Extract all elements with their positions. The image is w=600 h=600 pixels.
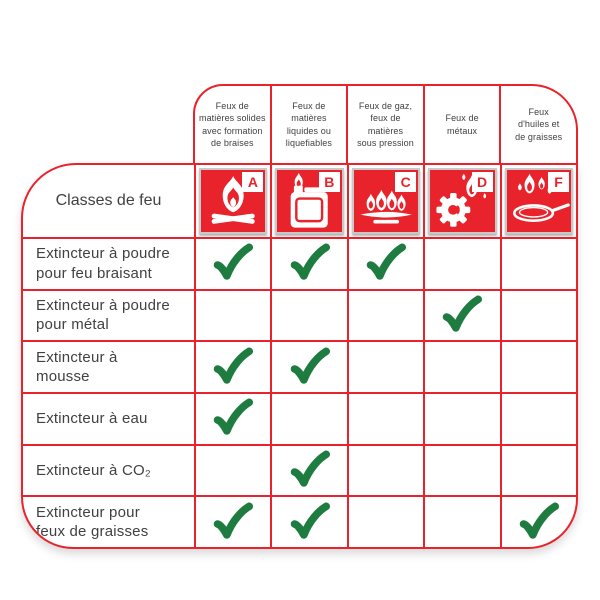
class-header-c: Feux de gaz, feux de matières sous press… <box>348 86 423 163</box>
check-cell-row1-b <box>272 239 347 289</box>
corner-cell: Classes de feu <box>23 165 194 237</box>
class-description: Feux de matières solides avec formation … <box>198 101 266 148</box>
extinguisher-name: Extincteur à eau <box>36 410 148 428</box>
class-letter-badge: A <box>242 172 264 192</box>
class-letter-badge: B <box>318 172 340 192</box>
class-description: Feux d'huiles et de graisses <box>515 107 563 142</box>
check-cell-row3-c <box>348 342 424 392</box>
frying-pan-icon <box>512 173 570 223</box>
row-label: Extincteur à poudre pour métal <box>23 290 194 341</box>
check-cell-row5-f <box>501 445 576 496</box>
check-cell-row6-a <box>196 497 271 547</box>
class-cell-d: D <box>425 165 500 237</box>
check-cell-row6-f <box>501 497 576 547</box>
check-cell-row6-c <box>348 497 424 547</box>
check-cell-row2-d <box>425 290 500 341</box>
check-cell-row3-b <box>272 342 347 392</box>
green-check-icon <box>290 502 330 539</box>
check-cell-row4-f <box>501 394 576 444</box>
green-check-icon <box>213 347 254 384</box>
class-header-d: Feux de métaux <box>424 86 500 163</box>
class-description: Feux de métaux <box>445 113 479 136</box>
extinguisher-name: Extincteur pour feux de graisses <box>36 503 149 541</box>
row-label: Extincteur à eau <box>23 394 194 444</box>
green-check-icon <box>213 243 254 281</box>
class-pictogram-d: D <box>428 168 497 234</box>
header-row: Feux de matières solides avec formation … <box>193 84 578 165</box>
check-cell-row4-b <box>272 394 347 444</box>
check-cell-row2-f <box>501 290 576 341</box>
class-cell-a: A <box>196 165 271 237</box>
corner-label: Classes de feu <box>55 192 162 209</box>
check-cell-row5-d <box>425 445 500 496</box>
green-check-icon <box>290 450 330 487</box>
class-cell-b: B <box>272 165 347 237</box>
gas-burner-icon <box>360 189 412 224</box>
check-cell-row1-a <box>196 239 271 289</box>
campfire-icon <box>211 176 255 224</box>
row-label: Extincteur à mousse <box>23 342 194 392</box>
green-check-icon <box>290 243 330 281</box>
check-cell-row5-b <box>272 445 347 496</box>
check-cell-row5-c <box>348 445 424 496</box>
green-check-icon <box>290 347 330 384</box>
check-cell-row1-d <box>425 239 500 289</box>
check-cell-row6-b <box>272 497 347 547</box>
extinguisher-name: Extincteur à mousse <box>36 348 118 386</box>
gear-fire-icon <box>436 173 487 227</box>
class-description: Feux de matières liquides ou liquefiable… <box>285 101 332 148</box>
check-cell-row2-a <box>196 290 271 341</box>
class-letter-badge: D <box>471 172 493 192</box>
class-description: Feux de gaz, feux de matières sous press… <box>357 101 414 148</box>
check-cell-row6-d <box>425 497 500 547</box>
check-cell-row1-f <box>501 239 576 289</box>
class-pictogram-b: B <box>275 168 344 234</box>
class-pictogram-c: C <box>351 168 421 234</box>
green-check-icon <box>213 502 254 539</box>
class-cell-c: C <box>348 165 424 237</box>
row-label: Extincteur pour feux de graisses <box>23 497 194 547</box>
class-header-f: Feux d'huiles et de graisses <box>501 86 576 163</box>
extinguisher-name: Extincteur à CO₂ <box>36 461 151 479</box>
check-cell-row1-c <box>348 239 424 289</box>
class-header-a: Feux de matières solides avec formation … <box>195 86 270 163</box>
check-cell-row3-a <box>196 342 271 392</box>
class-pictogram-a: A <box>199 168 268 234</box>
check-cell-row4-c <box>348 394 424 444</box>
extinguisher-name: Extincteur à poudre pour feu braisant <box>36 245 170 282</box>
extinguisher-name: Extincteur à poudre pour métal <box>36 296 170 334</box>
green-check-icon <box>443 295 483 332</box>
row-label: Extincteur à CO₂ <box>23 445 194 496</box>
check-cell-row5-a <box>196 445 271 496</box>
check-cell-row2-b <box>272 290 347 341</box>
green-check-icon <box>519 502 559 539</box>
fire-class-table: Classes de feu A B C <box>21 163 578 549</box>
check-cell-row3-f <box>501 342 576 392</box>
check-cell-row2-c <box>348 290 424 341</box>
check-cell-row4-d <box>425 394 500 444</box>
class-letter-badge: C <box>395 172 417 192</box>
class-cell-f: F <box>501 165 576 237</box>
check-cell-row4-a <box>196 394 271 444</box>
class-pictogram-f: F <box>504 168 573 234</box>
green-check-icon <box>213 398 254 436</box>
row-label: Extincteur à poudre pour feu braisant <box>23 239 194 289</box>
class-letter-badge: F <box>548 172 569 192</box>
green-check-icon <box>366 243 406 281</box>
class-header-b: Feux de matières liquides ou liquefiable… <box>271 86 347 163</box>
check-cell-row3-d <box>425 342 500 392</box>
